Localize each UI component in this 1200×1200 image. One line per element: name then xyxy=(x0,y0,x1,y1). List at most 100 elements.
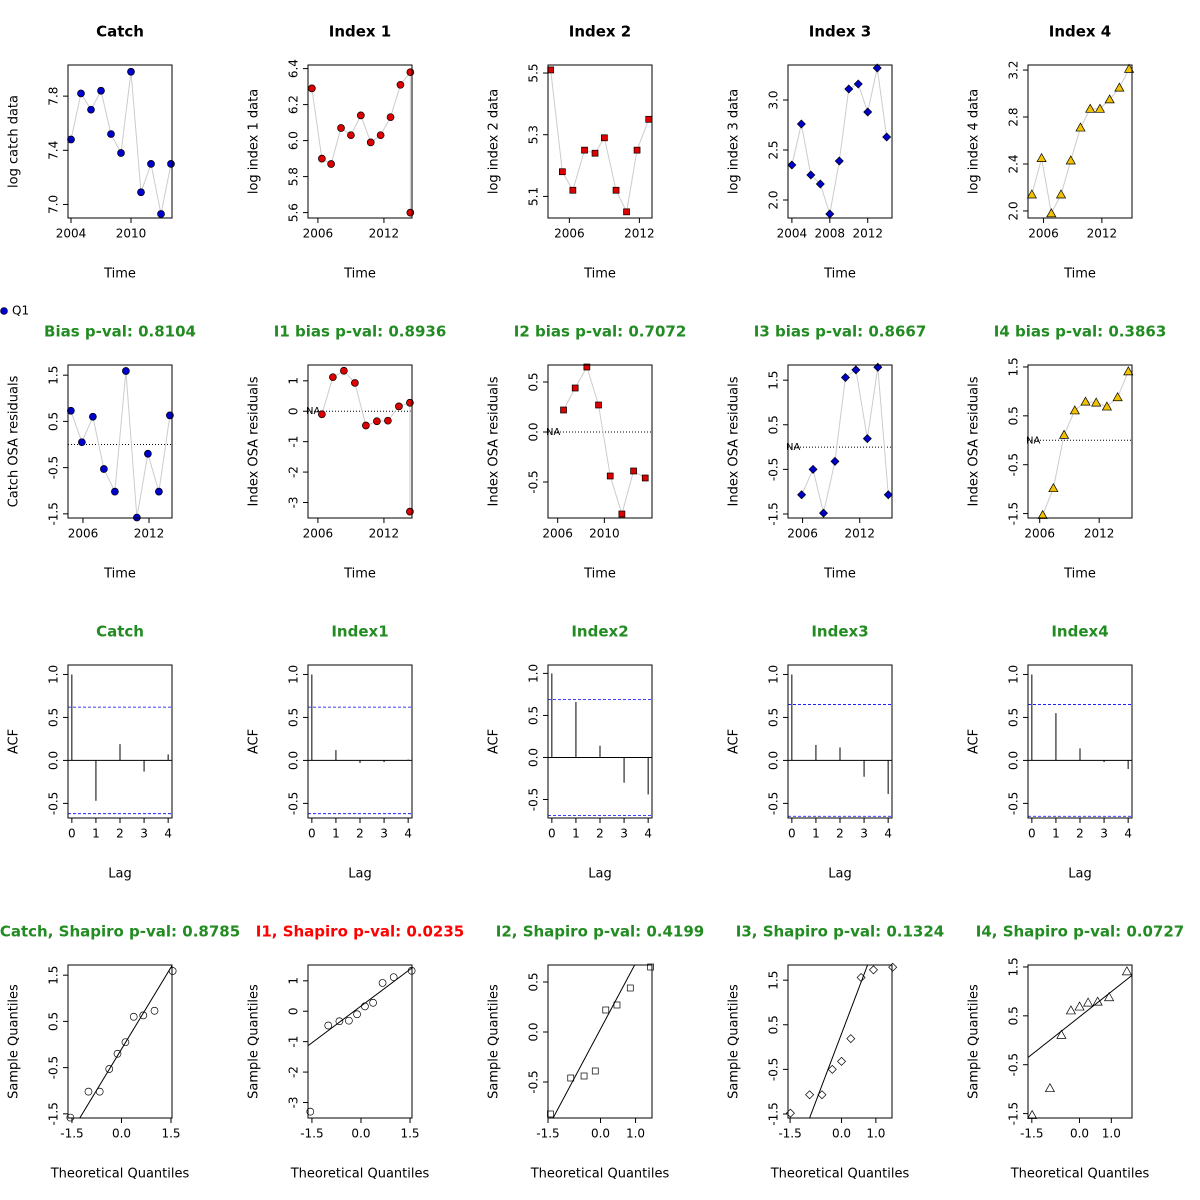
y-tick-label: 0.5 xyxy=(767,415,781,434)
point xyxy=(602,1006,610,1014)
x-tick-label: 2006 xyxy=(1024,527,1055,541)
x-tick-label: 2 xyxy=(1076,827,1084,841)
point xyxy=(645,115,653,123)
y-tick-label: 0.0 xyxy=(287,751,301,770)
y-tick-label: 7.0 xyxy=(47,195,61,214)
x-tick-label: 3 xyxy=(620,827,628,841)
y-tick-label: 1.0 xyxy=(287,665,301,684)
x-tick-label: 0 xyxy=(308,827,316,841)
point xyxy=(601,134,608,142)
x-tick-label: 2008 xyxy=(815,227,846,241)
plot-frame xyxy=(1027,964,1133,1119)
point xyxy=(1112,392,1123,402)
y-tick-label: -0.5 xyxy=(287,792,301,815)
x-axis-label: Theoretical Quantiles xyxy=(290,1167,430,1182)
plot-frame xyxy=(67,664,173,819)
legend-label: Q1 xyxy=(12,304,29,318)
point xyxy=(623,208,630,216)
y-tick-label: 1.5 xyxy=(767,371,781,390)
plot-frame xyxy=(787,64,893,219)
plot-frame xyxy=(67,364,173,519)
point xyxy=(396,80,405,89)
point xyxy=(806,170,816,180)
plot-frame xyxy=(307,964,413,1119)
point xyxy=(868,965,878,975)
qq-line xyxy=(79,965,172,1118)
x-tick-label: 2012 xyxy=(369,527,400,541)
y-tick-label: 6.4 xyxy=(287,59,301,78)
y-tick-label: 0.5 xyxy=(1007,1006,1021,1025)
y-tick-label: -1.5 xyxy=(47,502,61,525)
y-axis-label: Sample Quantiles xyxy=(247,984,262,1099)
x-tick-label: 2006 xyxy=(303,527,334,541)
x-tick-label: 1 xyxy=(572,827,580,841)
y-tick-label: -0.5 xyxy=(527,470,541,493)
y-tick-label: -0.5 xyxy=(767,458,781,481)
x-tick-label: 0 xyxy=(1028,827,1036,841)
y-tick-label: 1 xyxy=(287,977,301,985)
point xyxy=(1036,152,1047,162)
point xyxy=(1065,155,1076,165)
point xyxy=(830,456,840,466)
x-tick-label: 2012 xyxy=(1084,527,1115,541)
y-axis-label: ACF xyxy=(727,729,742,754)
series-line xyxy=(791,67,888,215)
x-tick-label: 2 xyxy=(836,827,844,841)
point xyxy=(641,474,649,482)
point xyxy=(1027,1109,1038,1119)
x-axis-label: Lag xyxy=(588,867,611,882)
point xyxy=(1101,401,1113,411)
point xyxy=(1091,397,1102,407)
y-tick-label: 3.2 xyxy=(1007,61,1021,80)
x-tick-label: 3 xyxy=(140,827,148,841)
point xyxy=(560,406,567,414)
point xyxy=(318,154,326,163)
y-tick-label: 0.0 xyxy=(527,422,541,441)
point xyxy=(844,84,854,94)
y-tick-label: 0 xyxy=(287,1007,301,1015)
point xyxy=(559,168,566,176)
x-tick-label: 2010 xyxy=(116,227,147,241)
y-tick-label: 2.5 xyxy=(767,140,781,159)
y-tick-label: 1.0 xyxy=(767,665,781,684)
point xyxy=(827,1064,837,1074)
point xyxy=(406,208,415,217)
point xyxy=(340,366,348,375)
y-tick-label: -0.5 xyxy=(1007,1053,1021,1076)
y-axis-label: Index OSA residuals xyxy=(967,376,982,506)
y-tick-label: 5.6 xyxy=(287,203,301,222)
panel-title: I1 bias p-val: 0.8936 xyxy=(274,323,447,341)
y-tick-label: 5.8 xyxy=(287,167,301,186)
point xyxy=(846,1034,856,1044)
point xyxy=(571,384,579,392)
x-axis-label: Time xyxy=(343,267,376,282)
x-axis-label: Time xyxy=(1063,267,1096,282)
y-tick-label: 7.4 xyxy=(47,141,61,160)
point xyxy=(888,962,898,972)
panel-title: I4 bias p-val: 0.3863 xyxy=(994,323,1167,341)
point xyxy=(373,417,381,426)
point xyxy=(376,131,385,140)
series-line xyxy=(563,365,646,516)
x-axis-label: Time xyxy=(343,567,376,582)
y-axis-label: ACF xyxy=(247,729,262,754)
y-tick-label: 0.0 xyxy=(767,751,781,770)
panel-title: Catch xyxy=(96,623,144,641)
point xyxy=(100,465,108,473)
x-tick-label: 3 xyxy=(380,827,388,841)
x-tick-label: 4 xyxy=(1124,827,1132,841)
y-tick-label: 0.5 xyxy=(1007,708,1021,727)
x-axis-label: Time xyxy=(823,567,856,582)
x-tick-label: 0.0 xyxy=(351,1127,370,1141)
x-tick-label: 3 xyxy=(860,827,868,841)
y-tick-label: 6.2 xyxy=(287,95,301,114)
point xyxy=(121,1038,130,1047)
point xyxy=(796,119,806,129)
y-tick-label: -1.5 xyxy=(1007,1102,1021,1125)
panel-title: Index 4 xyxy=(1049,23,1112,41)
point xyxy=(1094,103,1106,113)
y-tick-label: -1.5 xyxy=(47,1102,61,1125)
x-tick-label: 1.5 xyxy=(161,1127,180,1141)
x-tick-label: 1 xyxy=(92,827,100,841)
point xyxy=(873,362,883,372)
